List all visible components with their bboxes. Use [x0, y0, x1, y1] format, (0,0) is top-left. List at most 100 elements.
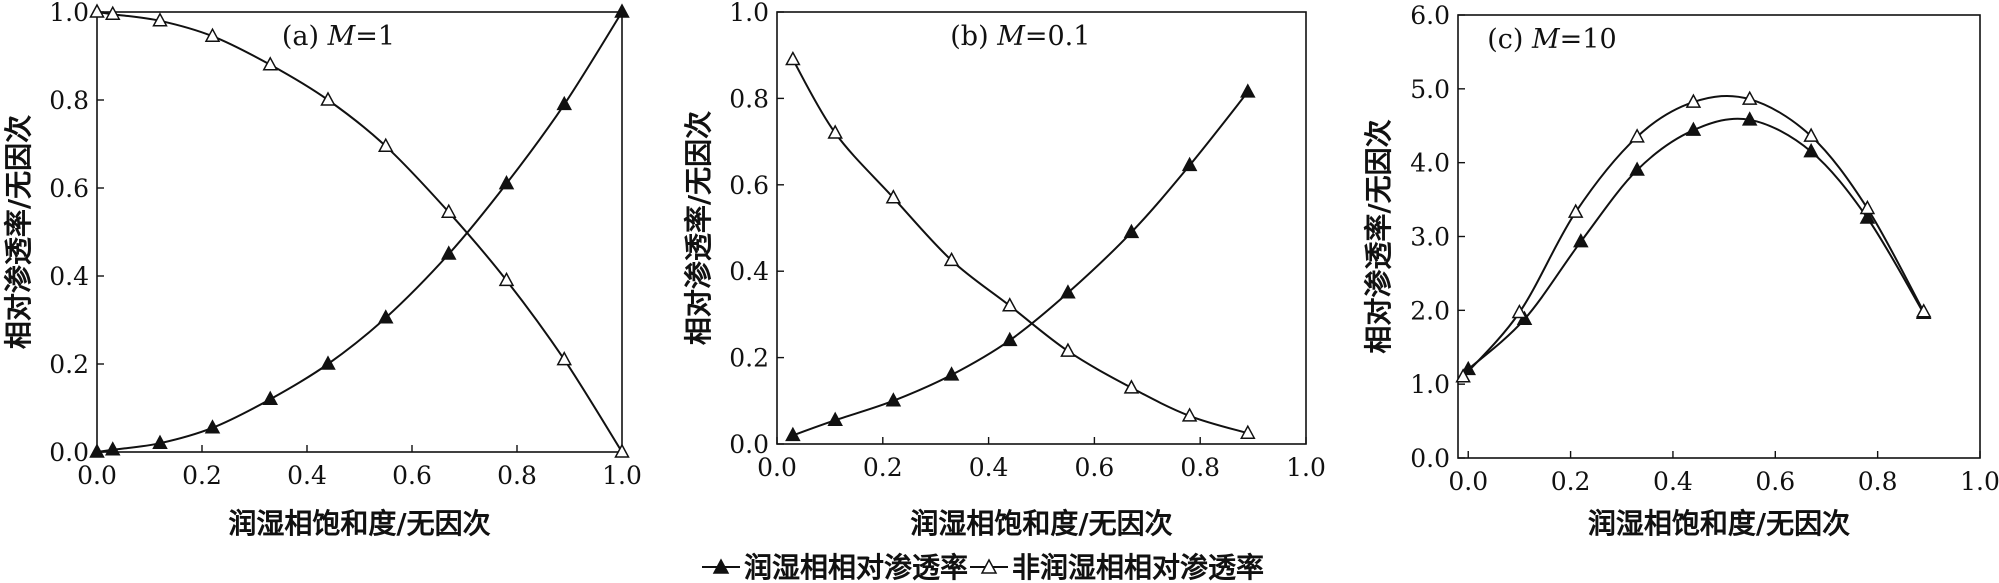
nonwetting-data-point: [785, 50, 801, 66]
wetting-data-point: [1060, 284, 1076, 299]
nonwetting-data-point: [1511, 303, 1528, 319]
panel-title: (c) M=10: [1487, 24, 1616, 55]
panel-a: 0.0 0.2 0.4 0.6 0.8 1.0 0.0 0.2 0.4 0.6 0.8 1.0 润湿相饱…: [2, 0, 642, 540]
wetting-data-point: [262, 390, 279, 405]
wetting-data-point: [152, 434, 168, 449]
wetting-data-point: [827, 411, 843, 426]
wetting-data-point: [1859, 209, 1876, 224]
series-line-wetting: [792, 91, 1249, 437]
x-tick-label: 0.8: [497, 461, 537, 490]
nonwetting-data-point: [556, 351, 573, 366]
y-tick-label: 2.0: [1410, 296, 1450, 325]
nonwetting-data-point: [1803, 127, 1819, 142]
y-axis-label: 相对渗透率/无因次: [2, 115, 35, 349]
y-tick-label: 0.4: [49, 262, 89, 291]
y-tick-label: 4.0: [1410, 149, 1450, 178]
panel-title-suffix: =1: [355, 21, 395, 52]
x-tick-label: 0.2: [1551, 467, 1591, 496]
nonwetting-data-point: [614, 443, 630, 458]
wetting-data-point: [1573, 233, 1589, 248]
legend: 润湿相相对渗透率 非润湿相相对渗透率: [702, 551, 1264, 583]
y-tick-label: 0.0: [729, 430, 769, 459]
nonwetting-data-point: [1181, 407, 1198, 422]
legend-wetting-label: 润湿相相对渗透率: [744, 551, 968, 583]
panel-title: (b) M=0.1: [950, 21, 1090, 52]
nonwetting-data-point: [89, 3, 105, 18]
wetting-data-point: [204, 419, 221, 434]
nonwetting-data-point: [1685, 93, 1702, 108]
nonwetting-data-point: [1859, 199, 1876, 215]
nonwetting-data-point: [1123, 379, 1140, 394]
nonwetting-data-point: [377, 137, 394, 152]
series-line-nonwetting: [1462, 94, 1925, 378]
plot-frame: [776, 11, 1307, 445]
y-axis-label: 相对渗透率/无因次: [682, 111, 715, 345]
wetting-data-point: [89, 443, 105, 458]
wetting-data-point: [1803, 143, 1819, 158]
y-tick-label: 0.8: [49, 86, 89, 115]
x-tick-label: 0.4: [969, 453, 1009, 482]
nonwetting-data-point: [1060, 342, 1076, 357]
x-tick-label: 0.6: [1755, 467, 1795, 496]
panel-title-suffix: =0.1: [1025, 21, 1091, 52]
y-axis-label: 相对渗透率/无因次: [1362, 119, 1395, 353]
panel-title-suffix: =10: [1560, 24, 1617, 55]
x-tick-label: 0.0: [757, 453, 797, 482]
nonwetting-data-point: [104, 5, 121, 20]
nonwetting-data-point: [885, 189, 902, 204]
y-tick-label: 3.0: [1410, 223, 1450, 252]
wetting-data-point: [1685, 121, 1702, 136]
wetting-data-point: [1240, 83, 1256, 98]
y-tick-label: 1.0: [729, 0, 769, 27]
wetting-data-point: [1123, 223, 1140, 239]
x-tick-label: 1.0: [602, 461, 642, 490]
panel-title-prefix: (b): [950, 21, 997, 52]
plot-frame: [96, 11, 623, 453]
x-tick-label: 1.0: [1286, 453, 1326, 482]
nonwetting-data-point: [204, 27, 221, 42]
wetting-data-point: [440, 245, 457, 260]
nonwetting-data-point: [262, 56, 279, 71]
wetting-data-point: [943, 366, 960, 381]
nonwetting-data-point: [320, 91, 336, 106]
panel-title-variable: M: [1531, 24, 1561, 55]
nonwetting-data-point: [1915, 303, 1932, 318]
legend-open-triangle-marker: [980, 558, 998, 574]
y-tick-label: 0.2: [729, 344, 769, 373]
nonwetting-data-point: [498, 271, 515, 287]
x-axis-label: 润湿相饱和度/无因次: [910, 507, 1172, 540]
x-tick-label: 0.4: [1653, 467, 1693, 496]
x-tick-label: 0.6: [392, 461, 432, 490]
wetting-data-point: [498, 175, 515, 190]
wetting-data-point: [614, 3, 630, 18]
wetting-data-point: [785, 426, 801, 442]
panel-b: 0.0 0.2 0.4 0.6 0.8 1.0 0.0 0.2 0.4 0.6 0.8 1.0 润湿相饱…: [682, 0, 1326, 540]
wetting-data-point: [885, 392, 902, 407]
legend-filled-triangle-marker: [712, 558, 730, 574]
y-tick-label: 0.6: [49, 174, 89, 203]
panel-title-variable: M: [996, 21, 1026, 52]
wetting-data-point: [556, 95, 573, 111]
x-tick-label: 0.6: [1075, 453, 1115, 482]
nonwetting-data-point: [827, 124, 843, 139]
series-line-nonwetting: [792, 59, 1249, 435]
wetting-data-point: [1741, 111, 1758, 126]
x-tick-label: 0.2: [182, 461, 222, 490]
y-tick-label: 0.4: [729, 257, 769, 286]
y-tick-label: 1.0: [1410, 370, 1450, 399]
nonwetting-data-point: [1455, 368, 1471, 383]
y-tick-label: 0.0: [49, 438, 89, 467]
nonwetting-data-point: [1567, 203, 1584, 218]
series-line-nonwetting: [96, 11, 623, 453]
nonwetting-data-point: [1002, 297, 1018, 312]
wetting-data-point: [104, 441, 121, 456]
panel-c: 0.0 0.2 0.4 0.6 0.8 1.0 0.0 1.0 2.0 3.0 4.0 5.0 6.0 润…: [1362, 1, 1999, 540]
y-tick-label: 5.0: [1410, 75, 1450, 104]
series-line-wetting: [96, 11, 623, 453]
x-tick-label: 1.0: [1960, 467, 1999, 496]
x-tick-label: 0.2: [863, 453, 903, 482]
series-line-wetting: [1467, 117, 1925, 371]
y-tick-label: 0.0: [1410, 444, 1450, 473]
x-axis-label: 润湿相饱和度/无因次: [1588, 507, 1850, 540]
